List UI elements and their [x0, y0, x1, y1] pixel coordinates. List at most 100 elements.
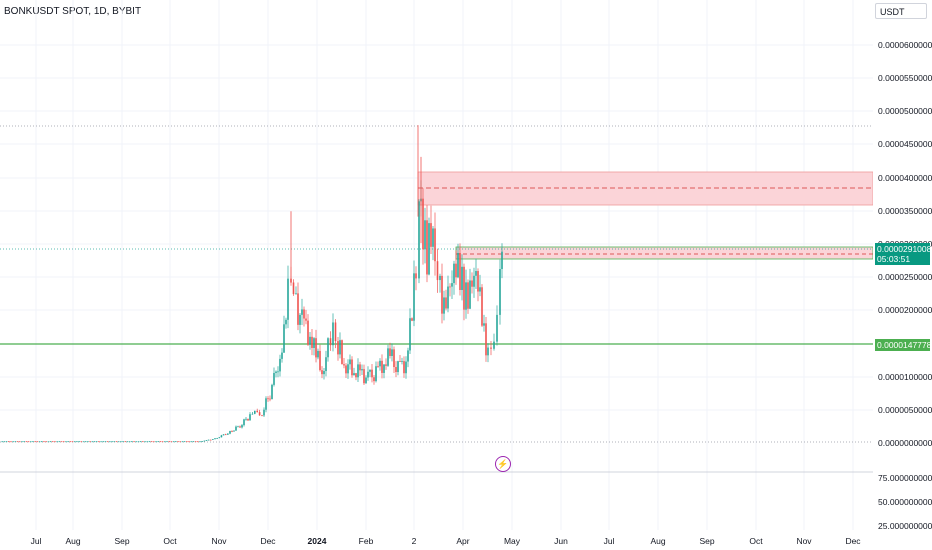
candle-body — [332, 322, 334, 346]
candle-body — [60, 441, 63, 443]
candle-body — [117, 441, 120, 443]
candle-body — [407, 350, 409, 362]
candle-body — [186, 441, 188, 443]
candle-body — [343, 364, 345, 366]
candle-body — [377, 366, 379, 368]
candle-body — [111, 441, 113, 443]
countdown-timer: 05:03:51 — [877, 254, 911, 264]
candle-body — [93, 441, 96, 443]
candle-body — [321, 370, 323, 375]
candle-body — [164, 441, 166, 443]
candle-body — [18, 441, 21, 443]
candle-body — [455, 263, 457, 278]
candle-body — [3, 441, 6, 443]
candle-body — [78, 441, 80, 443]
candle-body — [432, 228, 434, 247]
candle-body — [375, 366, 377, 382]
candle-body — [487, 347, 489, 356]
price-axis-label: 0.0000450000 — [878, 139, 932, 149]
candle-body — [339, 340, 341, 355]
candle-body — [194, 441, 197, 443]
candle-body — [14, 441, 17, 443]
candle-body — [95, 441, 98, 443]
candle-body — [436, 261, 439, 281]
candle-body — [87, 441, 89, 443]
candle-body — [69, 441, 72, 443]
candle-body — [379, 360, 381, 367]
candle-body — [120, 441, 122, 443]
candle-body — [389, 348, 391, 356]
candle-body — [309, 336, 311, 345]
candle-body — [233, 430, 235, 432]
candle-body — [100, 441, 102, 443]
candle-body — [54, 441, 56, 443]
candle-body — [166, 441, 168, 443]
price-axis-label: 0.0000000000 — [878, 438, 932, 448]
candle-body — [451, 283, 453, 287]
time-axis-label: Apr — [456, 536, 470, 546]
candle-body — [337, 341, 339, 355]
candle-body — [426, 220, 428, 275]
candle-body — [301, 309, 303, 315]
candle-body — [422, 198, 424, 250]
time-axis-label: May — [503, 536, 521, 546]
candle-body — [471, 280, 473, 287]
candle-body — [261, 415, 263, 417]
price-axis-label: 0.0000250000 — [878, 272, 932, 282]
candle-body — [209, 439, 212, 441]
candle-body — [351, 359, 353, 376]
candle-body — [212, 439, 214, 440]
price-axis-label: 0.0000550000 — [878, 73, 932, 83]
candle-body — [128, 441, 131, 443]
price-chart[interactable] — [0, 0, 873, 530]
candle-body — [303, 309, 305, 319]
candle-body — [485, 323, 487, 356]
alert-icon[interactable]: ⚡ — [495, 456, 511, 472]
candle-body — [292, 282, 295, 295]
candle-body — [349, 359, 351, 365]
price-axis-label: 0.0000100000 — [878, 372, 932, 382]
candle-body — [222, 434, 225, 436]
price-axis-label: 0.0000200000 — [878, 305, 932, 315]
time-axis-label: Oct — [163, 536, 177, 546]
candle-body — [269, 398, 271, 400]
candle-body — [231, 431, 233, 432]
time-axis-label: Aug — [65, 536, 81, 546]
candle-body — [393, 349, 395, 368]
candle-body — [179, 441, 182, 443]
candle-body — [91, 441, 94, 443]
candle-body — [12, 441, 14, 443]
candle-body — [67, 441, 69, 443]
candle-body — [235, 426, 237, 431]
candle-body — [245, 418, 247, 420]
candle-body — [428, 223, 430, 275]
candle-body — [197, 441, 199, 443]
candle-body — [137, 441, 140, 443]
candle-body — [434, 228, 436, 262]
candle-body — [345, 365, 347, 374]
candle-body — [265, 398, 267, 410]
candle-body — [353, 373, 355, 376]
candle-body — [277, 371, 279, 373]
resistance-zone[interactable] — [417, 171, 873, 206]
candle-body — [279, 358, 281, 372]
candle-body — [249, 414, 251, 421]
candle-body — [40, 441, 43, 443]
time-axis-label: Nov — [211, 536, 227, 546]
candle-body — [172, 441, 175, 443]
candle-body — [148, 441, 151, 443]
price-axis[interactable]: 0.0000600000 0.0000550000 0.0000500000 0… — [873, 0, 932, 550]
candle-body — [297, 293, 299, 325]
candle-body — [155, 441, 157, 443]
candle-body — [341, 340, 343, 365]
time-axis-label: Oct — [749, 536, 763, 546]
currency-button[interactable]: USDT — [875, 3, 927, 19]
candle-body — [258, 412, 261, 416]
time-axis-label: Sep — [699, 536, 715, 546]
candle-body — [469, 280, 471, 309]
candle-body — [159, 441, 162, 443]
candle-body — [109, 441, 111, 443]
candle-body — [443, 297, 445, 314]
candle-body — [124, 441, 127, 443]
candle-body — [65, 441, 67, 443]
